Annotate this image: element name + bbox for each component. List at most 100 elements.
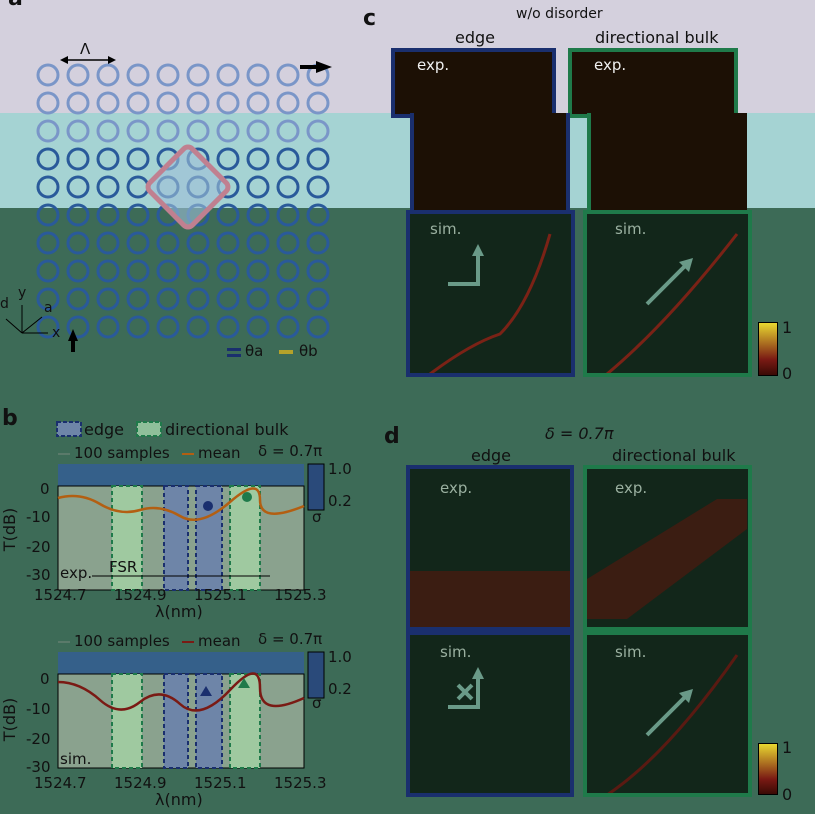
- ytick: -10: [26, 700, 51, 718]
- ring-resonator: [186, 63, 210, 87]
- exp-tag: exp.: [440, 479, 473, 497]
- y-axis-label: T(dB): [0, 697, 20, 742]
- ring-resonator: [156, 287, 180, 311]
- ring-resonator: [186, 287, 210, 311]
- panel-d-bulk-header: directional bulk: [612, 446, 736, 465]
- legend-b-edge: edge: [84, 420, 124, 439]
- ring-resonator: [216, 287, 240, 311]
- ring-resonator: [36, 287, 60, 311]
- colorbar-c-min: 0: [782, 364, 793, 383]
- ytick: 0: [40, 480, 50, 498]
- lattice-period-label: Λ: [80, 40, 91, 58]
- ring-resonator: [36, 259, 60, 283]
- ring-resonator: [246, 287, 270, 311]
- ring-resonator: [276, 287, 300, 311]
- ring-resonator: [126, 63, 150, 87]
- ring-resonator: [96, 175, 120, 199]
- ring-resonator: [156, 91, 180, 115]
- ring-resonator: [36, 147, 60, 171]
- ring-resonator: [36, 175, 60, 199]
- theta-a-label: θa: [245, 342, 264, 360]
- ring-resonator: [66, 203, 90, 227]
- axes-icon: [5, 305, 48, 334]
- ring-resonator: [96, 259, 120, 283]
- ring-resonator: [246, 175, 270, 199]
- ring-resonator: [186, 91, 210, 115]
- c-bulk-exp-map: exp.: [568, 48, 738, 118]
- exp-tag: exp.: [594, 56, 627, 74]
- theta-legend-swatches: [227, 348, 293, 357]
- axis-a-label: a: [44, 300, 53, 316]
- ring-resonator: [216, 315, 240, 339]
- x-axis-label: λ(nm): [155, 602, 203, 621]
- c-bulk-exp-map-lower: [587, 113, 747, 210]
- legend-b-swatches: [56, 421, 162, 437]
- ring-resonator: [276, 63, 300, 87]
- ring-resonator: [126, 259, 150, 283]
- ring-resonator: [276, 119, 300, 143]
- ring-resonator: [216, 119, 240, 143]
- ring-resonator: [276, 231, 300, 255]
- ring-resonator: [66, 119, 90, 143]
- axis-d-label: d: [0, 296, 9, 312]
- sim-tag: sim.: [440, 643, 472, 661]
- sim-tag: sim.: [615, 643, 647, 661]
- panel-c-title: w/o disorder: [516, 6, 603, 22]
- spectrum-sim-plot: 100 samples mean δ = 0.7π sim. 1.0 0.2 σ…: [0, 630, 352, 814]
- c-edge-sim-map: sim.: [406, 210, 575, 377]
- ring-resonator: [276, 175, 300, 199]
- ring-resonator: [126, 203, 150, 227]
- ring-resonator: [216, 147, 240, 171]
- ring-resonator: [126, 231, 150, 255]
- ring-resonator: [36, 203, 60, 227]
- spectrum-exp-plot: 100 samples mean δ = 0.7π exp. FSR 1.0 0…: [0, 440, 352, 621]
- xtick: 1525.1: [194, 774, 247, 792]
- xtick: 1524.7: [34, 774, 87, 792]
- ring-resonator: [246, 91, 270, 115]
- legend-mean: mean: [198, 444, 241, 462]
- colorbar-top-label: σ: [312, 508, 322, 526]
- ring-resonator: [216, 91, 240, 115]
- ring-resonator: [36, 315, 60, 339]
- xtick: 1525.1: [194, 586, 247, 604]
- ring-resonator: [306, 287, 330, 311]
- colorbar-bottom-label: σ: [312, 694, 322, 712]
- xtick: 1524.7: [34, 586, 87, 604]
- ring-resonator: [66, 175, 90, 199]
- ring-resonator: [246, 315, 270, 339]
- ring-resonator: [36, 119, 60, 143]
- ytick: 0: [40, 670, 50, 688]
- colorbar-bottom-max: 1.0: [328, 648, 352, 666]
- sim-tag: sim.: [60, 750, 92, 768]
- ring-resonator: [96, 63, 120, 87]
- colorbar-c-max: 1: [782, 318, 793, 337]
- ring-resonator: [306, 259, 330, 283]
- ring-resonator: [96, 147, 120, 171]
- ring-resonator: [156, 63, 180, 87]
- ring-resonator: [276, 315, 300, 339]
- fsr-label: FSR: [109, 558, 138, 576]
- ring-resonator: [246, 203, 270, 227]
- ring-resonator: [156, 315, 180, 339]
- exp-tag: exp.: [60, 564, 93, 582]
- ring-resonator: [96, 91, 120, 115]
- c-edge-exp-map: exp.: [391, 48, 556, 118]
- panel-label-d: d: [384, 424, 400, 449]
- ring-resonator: [96, 119, 120, 143]
- ytick: -20: [26, 538, 51, 556]
- panel-label-b: b: [2, 406, 18, 431]
- ring-resonator: [246, 147, 270, 171]
- colorbar-d-max: 1: [782, 738, 793, 757]
- ring-resonator: [36, 91, 60, 115]
- ring-resonator: [36, 231, 60, 255]
- sim-tag: sim.: [615, 220, 647, 238]
- ring-resonator: [96, 203, 120, 227]
- d-edge-exp-map: exp.: [406, 465, 574, 631]
- ring-resonator: [66, 315, 90, 339]
- ring-resonator: [156, 231, 180, 255]
- d-edge-sim-map: sim.: [406, 631, 574, 797]
- delta-label: δ = 0.7π: [258, 630, 323, 648]
- ring-resonator: [66, 91, 90, 115]
- ring-resonator: [276, 91, 300, 115]
- ring-resonator: [306, 175, 330, 199]
